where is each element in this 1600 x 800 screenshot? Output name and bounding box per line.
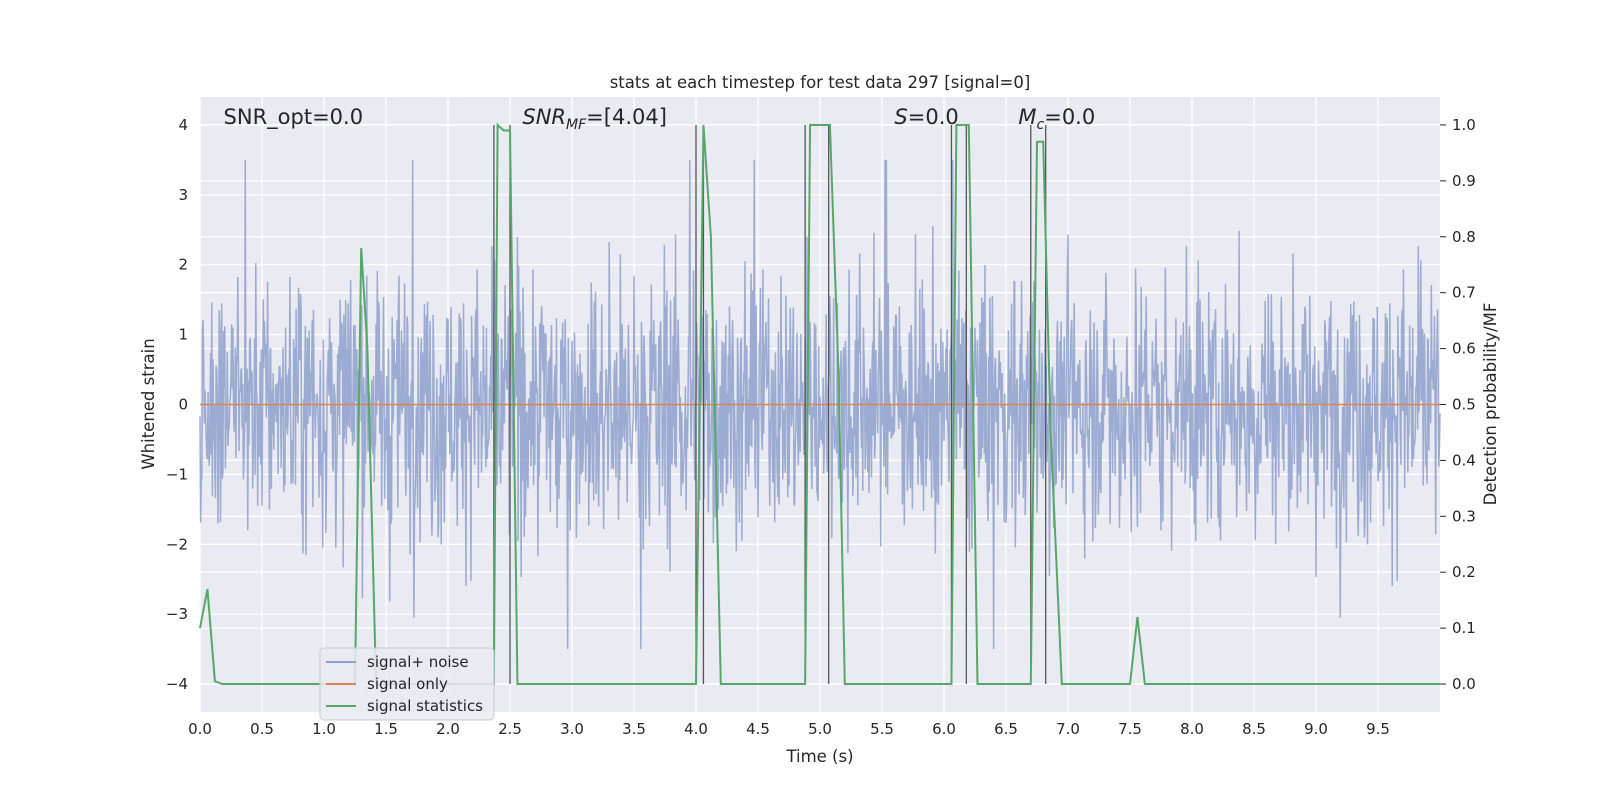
y-tick-label-right: 0.5	[1452, 396, 1476, 414]
x-tick-label: 1.5	[374, 720, 398, 738]
x-tick-label: 8.5	[1242, 720, 1266, 738]
y-tick-label-left: 3	[178, 186, 188, 204]
legend-box	[319, 647, 495, 721]
y-tick-label-right: 0.9	[1452, 172, 1476, 190]
legend-label: signal+ noise	[367, 653, 469, 671]
annotations: SNR_opt=0.0 SNRMF=[4.04] S=0.0 Mc=0.0	[224, 105, 1096, 133]
series-signal-statistics	[199, 122, 1440, 686]
y-tick-label-left: 2	[178, 256, 188, 274]
y-tick-label-left: 4	[178, 116, 188, 134]
y-tick-label-left: −2	[166, 535, 188, 553]
y-tick-label-right: 0.7	[1452, 284, 1476, 302]
x-axis-label: Time (s)	[785, 747, 853, 766]
x-tick-label: 9.5	[1366, 720, 1390, 738]
y-axis-label-left: Whitened strain	[139, 338, 158, 469]
y-axis-label-right: Detection probability/MF	[1481, 303, 1500, 506]
annotation-text: S=0.0	[894, 105, 958, 129]
x-tick-label: 4.0	[684, 720, 708, 738]
x-tick-label: 8.0	[1180, 720, 1204, 738]
annotation-text: SNRMF=[4.04]	[522, 105, 667, 133]
legend-label: signal only	[367, 675, 448, 693]
x-tick-label: 3.0	[560, 720, 584, 738]
y-tick-label-right: 0.8	[1452, 228, 1476, 246]
y-tick-label-right: 1.0	[1452, 116, 1476, 134]
signal-noise-line	[199, 159, 1441, 650]
annotation-text: SNR_opt=0.0	[224, 105, 364, 130]
x-tick-label: 9.0	[1304, 720, 1328, 738]
legend-label: signal statistics	[367, 697, 483, 715]
annotation-text: Mc=0.0	[1018, 105, 1095, 133]
y-tick-label-left: 1	[178, 326, 188, 344]
x-tick-label: 5.5	[870, 720, 894, 738]
x-tick-label: 5.0	[808, 720, 832, 738]
y-tick-label-left: −4	[166, 675, 188, 693]
y-tick-label-right: 0.6	[1452, 340, 1476, 358]
x-tick-label: 0.5	[250, 720, 274, 738]
y-tick-label-left: −1	[166, 465, 188, 483]
x-tick-label: 4.5	[746, 720, 770, 738]
x-tick-label: 2.5	[498, 720, 522, 738]
series-signal-noise	[199, 159, 1441, 650]
y-tick-label-left: 0	[178, 396, 188, 414]
y-tick-label-left: −3	[166, 605, 188, 623]
x-tick-label: 3.5	[622, 720, 646, 738]
x-tick-label: 2.0	[436, 720, 460, 738]
chart-title: stats at each timestep for test data 297…	[610, 73, 1031, 92]
signal-statistics-line	[199, 122, 1440, 686]
x-tick-label: 7.5	[1118, 720, 1142, 738]
y-tick-label-right: 0.1	[1452, 619, 1476, 637]
x-tick-label: 6.5	[994, 720, 1018, 738]
x-tick-label: 1.0	[312, 720, 336, 738]
x-tick-label: 0.0	[188, 720, 212, 738]
x-tick-label: 6.0	[932, 720, 956, 738]
y-tick-label-right: 0.2	[1452, 563, 1476, 581]
y-tick-label-right: 0.4	[1452, 451, 1476, 469]
y-tick-label-right: 0.0	[1452, 675, 1476, 693]
legend: signal+ noise signal only signal statistic…	[319, 647, 495, 721]
x-tick-label: 7.0	[1056, 720, 1080, 738]
y-tick-label-right: 0.3	[1452, 507, 1476, 525]
ticks: 0.0 0.5 1.0 1.5 2.0 2.5 3.0 3.5 4.0 4.5 5.0 5.5 6.0 6…	[166, 116, 1476, 738]
